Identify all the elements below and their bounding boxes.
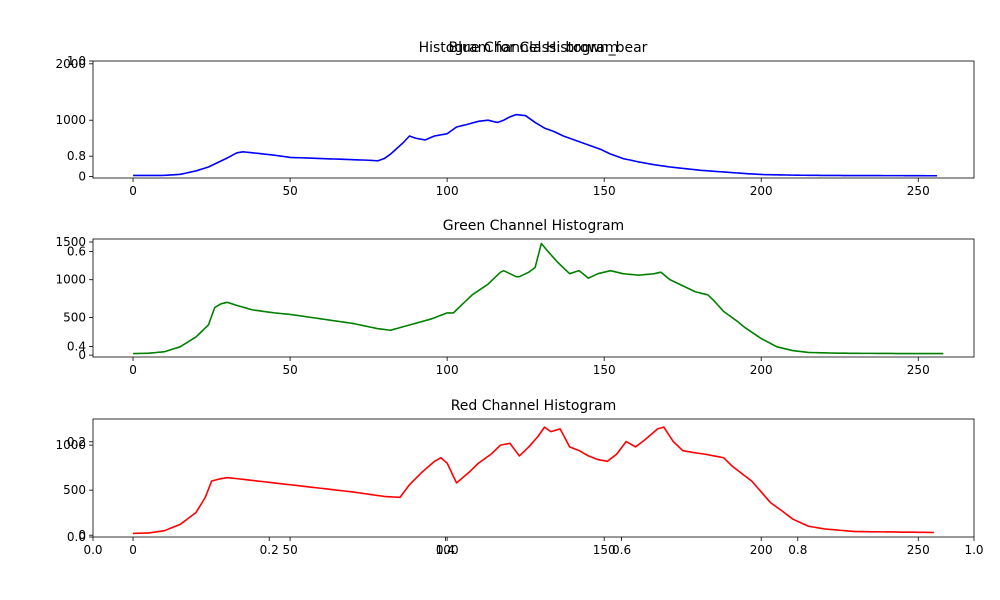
overlay-x-tick-label: 1.0 [964, 543, 983, 557]
overlay-x-tick-label: 0.2 [260, 543, 279, 557]
series-line [133, 242, 944, 355]
y-tick-label: 500 [63, 310, 86, 324]
x-tick-label: 200 [750, 543, 773, 557]
overlay-x-tick-label: 0.6 [612, 543, 631, 557]
subplot-title: Blue Channel Histogram [449, 40, 619, 56]
subplot-3: 0 50 100 150 200 250 0 500 1000 Red Channel Histo… [55, 398, 975, 557]
x-tick-label: 150 [593, 363, 616, 377]
x-tick-label: 250 [907, 184, 930, 198]
subplot-1: 0 50 100 150 200 250 0 1000 2000 Blue Channel His… [55, 40, 975, 198]
x-tick-label: 50 [282, 184, 297, 198]
overlay-axis: 0.0 0.2 0.4 0.6 0.8 1.0 0.0 0.2 0.4 0.6 0.8 1.0 [67, 54, 984, 557]
x-tick-label: 50 [282, 363, 297, 377]
x-tick-label: 150 [593, 543, 616, 557]
y-tick-label: 0 [78, 348, 86, 362]
x-tick-label: 100 [436, 184, 459, 198]
subplot-frame [92, 238, 975, 358]
y-tick-label: 0 [78, 170, 86, 184]
overlay-y-tick-label: 0.4 [67, 340, 86, 354]
subplot-title: Red Channel Histogram [451, 398, 617, 414]
overlay-y-tick-label: 0.8 [67, 149, 86, 163]
x-tick-label: 0 [129, 184, 137, 198]
x-tick-label: 150 [593, 184, 616, 198]
overlay-y-tick-label: 0.2 [67, 435, 86, 449]
subplot-2: 0 50 100 150 200 250 0 500 1000 1500 Green Channel… [55, 218, 975, 377]
series-line [133, 426, 934, 535]
x-tick-label: 0 [129, 363, 137, 377]
overlay-x-tick-label: 0.4 [436, 543, 455, 557]
y-tick-label: 0 [78, 528, 86, 542]
y-tick-label: 1500 [55, 235, 86, 249]
overlay-x-tick-label: 0.8 [788, 543, 807, 557]
x-tick-label: 100 [436, 363, 459, 377]
overlay-x-tick-label: 0.0 [83, 543, 102, 557]
y-tick-label: 1000 [55, 113, 86, 127]
y-tick-label: 1000 [55, 438, 86, 452]
subplot-frame [92, 60, 975, 179]
subplot-title: Green Channel Histogram [443, 218, 624, 234]
overlay-y-tick-label: 0.6 [67, 244, 86, 258]
x-tick-label: 250 [907, 363, 930, 377]
x-tick-label: 200 [750, 363, 773, 377]
y-tick-label: 2000 [55, 57, 86, 71]
overlay-y-tick-label: 1.0 [67, 54, 86, 68]
series-line [133, 113, 938, 177]
x-tick-label: 50 [282, 543, 297, 557]
subplot-frame [92, 418, 975, 538]
y-tick-label: 500 [63, 483, 86, 497]
y-tick-label: 1000 [55, 273, 86, 287]
x-tick-label: 100 [436, 543, 459, 557]
overlay-y-tick-label: 0.0 [67, 530, 86, 544]
x-tick-label: 200 [750, 184, 773, 198]
x-tick-label: 250 [907, 543, 930, 557]
figure-title: Histogram for Class: brown_bear [419, 40, 648, 56]
x-tick-label: 0 [129, 543, 137, 557]
